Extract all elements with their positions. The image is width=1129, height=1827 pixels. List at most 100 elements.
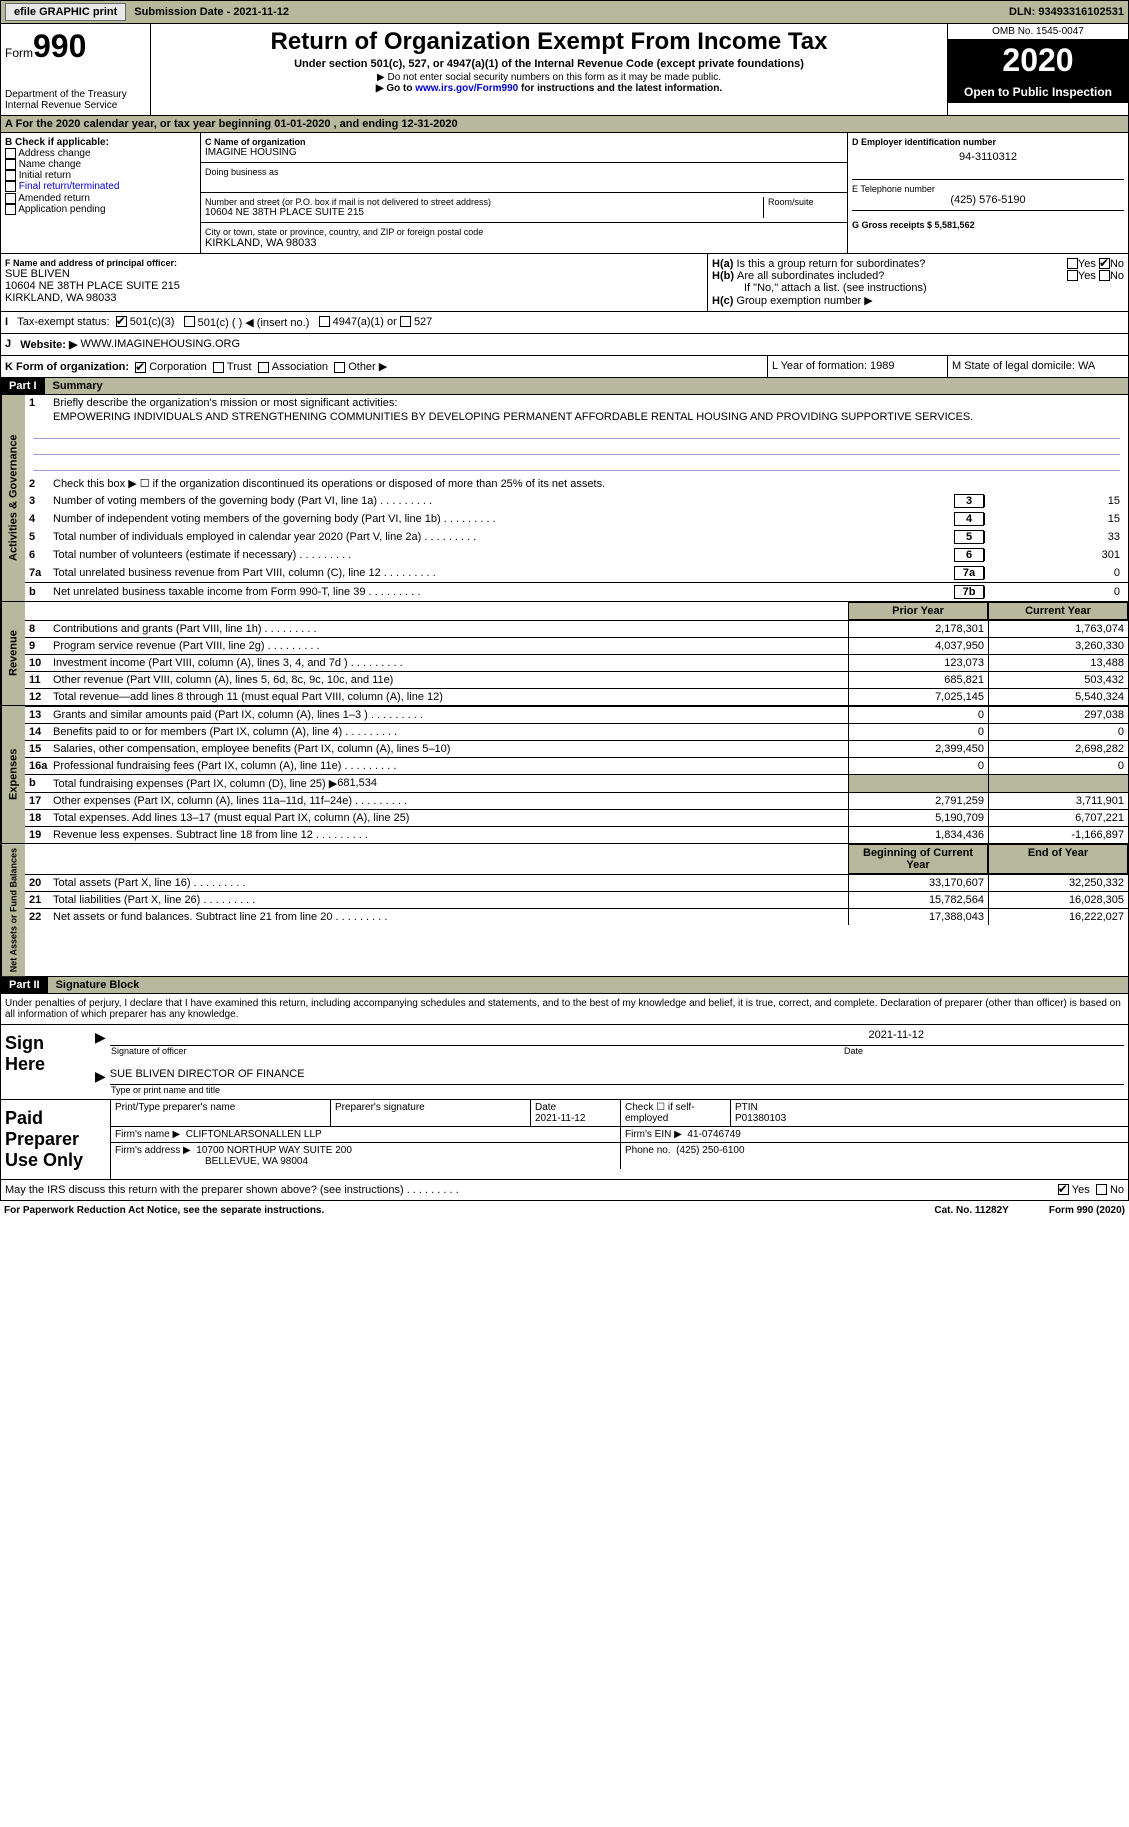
line20: Total assets (Part X, line 16): [53, 877, 246, 889]
end-year-header: End of Year: [988, 844, 1128, 874]
line7b: Net unrelated business taxable income fr…: [53, 586, 954, 598]
sign-here-label: Sign Here: [1, 1025, 91, 1099]
part1-expenses: Expenses 13Grants and similar amounts pa…: [0, 706, 1129, 844]
line14-prior: 0: [848, 724, 988, 740]
hc-label: Group exemption number ▶: [736, 295, 872, 307]
check-if-self-employed: Check ☐ if self-employed: [621, 1100, 731, 1126]
firm-ein-label: Firm's EIN ▶: [625, 1129, 682, 1140]
chk-final-return[interactable]: [5, 181, 16, 192]
line16a: Professional fundraising fees (Part IX, …: [53, 760, 396, 772]
website-value: WWW.IMAGINEHOUSING.ORG: [81, 338, 241, 351]
line11-prior: 685,821: [848, 672, 988, 688]
chk-discuss-yes[interactable]: [1058, 1184, 1069, 1195]
line18: Total expenses. Add lines 13–17 (must eq…: [53, 812, 409, 824]
form-title: Return of Organization Exempt From Incom…: [155, 28, 943, 56]
address: 10604 NE 38TH PLACE SUITE 215: [205, 207, 763, 218]
officer-name: SUE BLIVEN: [5, 268, 703, 280]
chk-discuss-no[interactable]: [1096, 1184, 1107, 1195]
line19-curr: -1,166,897: [988, 827, 1128, 843]
line21: Total liabilities (Part X, line 26): [53, 894, 255, 906]
line17: Other expenses (Part IX, column (A), lin…: [53, 795, 407, 807]
line11: Other revenue (Part VIII, column (A), li…: [53, 674, 393, 686]
officer-label: F Name and address of principal officer:: [5, 258, 703, 268]
line13-prior: 0: [848, 707, 988, 723]
topbar: efile GRAPHIC print Submission Date - 20…: [0, 0, 1129, 24]
line12-curr: 5,540,324: [988, 689, 1128, 705]
val-7a: 0: [984, 567, 1124, 579]
open-to-public: Open to Public Inspection: [948, 81, 1128, 103]
firm-addr-label: Firm's address ▶: [115, 1145, 191, 1156]
line-klm: K Form of organization: Corporation Trus…: [0, 356, 1129, 378]
chk-application-pending[interactable]: [5, 204, 16, 215]
line21-prior: 15,782,564: [848, 892, 988, 908]
prior-year-header: Prior Year: [848, 602, 988, 620]
chk-amended-return[interactable]: [5, 193, 16, 204]
form-subtitle: Under section 501(c), 527, or 4947(a)(1)…: [155, 58, 943, 70]
line7a: Total unrelated business revenue from Pa…: [53, 567, 954, 579]
hb-label: Are all subordinates included?: [737, 270, 1067, 282]
val-3: 15: [984, 495, 1124, 507]
line9-curr: 3,260,330: [988, 638, 1128, 654]
org-name-label: C Name of organization: [205, 137, 843, 147]
chk-trust[interactable]: [213, 362, 224, 373]
officer-name-title: SUE BLIVEN DIRECTOR OF FINANCE: [110, 1068, 1124, 1085]
chk-initial-return[interactable]: [5, 170, 16, 181]
line20-prior: 33,170,607: [848, 875, 988, 891]
line8-curr: 1,763,074: [988, 621, 1128, 637]
firm-addr1: 10700 NORTHUP WAY SUITE 200: [196, 1145, 352, 1156]
efile-print-button[interactable]: efile GRAPHIC print: [5, 3, 126, 21]
date-label: Date: [844, 1046, 1124, 1056]
section-b-checkboxes: B Check if applicable: Address change Na…: [1, 133, 201, 253]
instructions-link[interactable]: www.irs.gov/Form990: [415, 83, 518, 94]
chk-501c3[interactable]: [116, 316, 127, 327]
chk-other[interactable]: [334, 362, 345, 373]
line11-curr: 503,432: [988, 672, 1128, 688]
chk-hb-no[interactable]: [1099, 270, 1110, 281]
chk-ha-yes[interactable]: [1067, 258, 1078, 269]
part1-revenue: Revenue Prior Year Current Year 8Contrib…: [0, 602, 1129, 706]
page-footer: For Paperwork Reduction Act Notice, see …: [0, 1201, 1129, 1220]
chk-hb-yes[interactable]: [1067, 270, 1078, 281]
paid-preparer-label: Paid Preparer Use Only: [1, 1100, 111, 1179]
line6: Total number of volunteers (estimate if …: [53, 549, 954, 561]
identity-block: B Check if applicable: Address change Na…: [0, 133, 1129, 254]
line15: Salaries, other compensation, employee b…: [53, 743, 450, 755]
instructions-link-line: ▶ Go to www.irs.gov/Form990 for instruct…: [155, 83, 943, 94]
form-header: Form990 Department of the Treasury Inter…: [0, 24, 1129, 116]
phone-value: (425) 576-5190: [852, 194, 1124, 206]
ein-value: 94-3110312: [852, 151, 1124, 163]
sig-date: 2021-11-12: [110, 1029, 1124, 1041]
chk-4947[interactable]: [319, 316, 330, 327]
line3: Number of voting members of the governin…: [53, 495, 954, 507]
address-label: Number and street (or P.O. box if mail i…: [205, 197, 763, 207]
chk-association[interactable]: [258, 362, 269, 373]
line15-curr: 2,698,282: [988, 741, 1128, 757]
prep-date: 2021-11-12: [535, 1113, 585, 1124]
chk-name-change[interactable]: [5, 159, 16, 170]
chk-501c[interactable]: [184, 316, 195, 327]
city: KIRKLAND, WA 98033: [205, 237, 843, 249]
line19: Revenue less expenses. Subtract line 18 …: [53, 829, 368, 841]
chk-527[interactable]: [400, 316, 411, 327]
line10-prior: 123,073: [848, 655, 988, 671]
phone-label: E Telephone number: [852, 184, 1124, 194]
line16a-prior: 0: [848, 758, 988, 774]
line14: Benefits paid to or for members (Part IX…: [53, 726, 397, 738]
chk-corporation[interactable]: [135, 362, 146, 373]
line10: Investment income (Part VIII, column (A)…: [53, 657, 403, 669]
part1-activities-governance: Activities & Governance 1Briefly describ…: [0, 395, 1129, 602]
line16b: Total fundraising expenses (Part IX, col…: [53, 777, 337, 790]
city-label: City or town, state or province, country…: [205, 227, 843, 237]
line1-label: Briefly describe the organization's miss…: [53, 397, 1124, 409]
line18-curr: 6,707,221: [988, 810, 1128, 826]
firm-addr2: BELLEVUE, WA 98004: [115, 1156, 308, 1167]
chk-ha-no[interactable]: [1099, 258, 1110, 269]
line8-prior: 2,178,301: [848, 621, 988, 637]
firm-name: CLIFTONLARSONALLEN LLP: [186, 1129, 322, 1140]
line16a-curr: 0: [988, 758, 1128, 774]
begin-year-header: Beginning of Current Year: [848, 844, 988, 874]
line10-curr: 13,488: [988, 655, 1128, 671]
chk-address-change[interactable]: [5, 148, 16, 159]
paid-preparer-block: Paid Preparer Use Only Print/Type prepar…: [0, 1100, 1129, 1180]
line21-curr: 16,028,305: [988, 892, 1128, 908]
